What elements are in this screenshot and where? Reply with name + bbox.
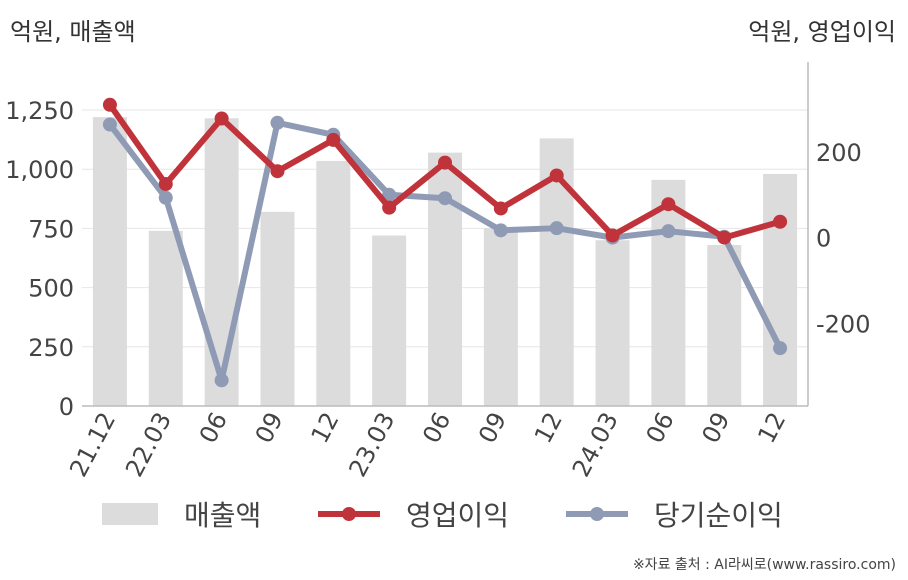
- bar-layer: [92, 117, 798, 407]
- bar-revenue: [92, 117, 127, 406]
- y-left-tick-label: 500: [28, 275, 74, 303]
- bar-revenue: [707, 244, 742, 406]
- point-net-income: [214, 373, 229, 388]
- point-operating-profit: [661, 197, 676, 212]
- point-net-income: [773, 341, 788, 356]
- legend-swatch-revenue: [102, 503, 158, 525]
- x-tick-label: 09: [250, 408, 289, 448]
- bar-revenue: [260, 211, 295, 406]
- x-tick-label: 24.03: [567, 408, 624, 482]
- point-net-income: [661, 224, 676, 239]
- legend-item-net-income: 당기순이익: [566, 492, 783, 536]
- point-operating-profit: [326, 132, 341, 147]
- point-net-income: [102, 117, 117, 132]
- axis-layer: [82, 62, 809, 407]
- point-operating-profit: [493, 201, 508, 216]
- bar-revenue: [595, 240, 630, 406]
- x-tick-label: 09: [696, 408, 735, 448]
- point-operating-profit: [438, 155, 452, 170]
- legend-label-operating-profit: 영업이익: [406, 499, 510, 532]
- bar-revenue: [148, 230, 183, 406]
- line-layer: [102, 97, 788, 388]
- point-net-income: [270, 115, 285, 130]
- point-net-income: [549, 221, 564, 236]
- legend-label-revenue: 매출액: [184, 499, 262, 532]
- y-right-tick-label: -200: [816, 310, 870, 338]
- left-axis-unit: 억원, 매출액: [10, 18, 136, 46]
- x-tick-label: 12: [752, 408, 791, 448]
- legend-swatch-operating-profit: [318, 503, 380, 525]
- bar-revenue: [428, 152, 462, 406]
- x-tick-label: 06: [194, 408, 233, 448]
- x-tick-label: 06: [641, 408, 680, 448]
- point-operating-profit: [158, 177, 173, 192]
- point-net-income: [158, 190, 173, 205]
- y-left-tick-label: 250: [28, 334, 74, 362]
- y-left-tick-label: 1,250: [5, 97, 74, 125]
- y-right-tick-label: 0: [816, 225, 831, 253]
- bar-revenue: [316, 160, 351, 406]
- legend: 매출액 영업이익 당기순이익: [0, 492, 908, 536]
- x-tick-label: 12: [529, 408, 568, 448]
- point-net-income: [493, 223, 508, 238]
- point-operating-profit: [773, 214, 788, 229]
- x-tick-label: 22.03: [120, 408, 177, 482]
- point-operating-profit: [270, 164, 285, 179]
- y-left-tick-label: 750: [28, 215, 74, 243]
- source-note: ※자료 출처 : AI라씨로(www.rassiro.com): [632, 557, 896, 573]
- bar-revenue: [763, 173, 798, 406]
- point-operating-profit: [717, 230, 732, 245]
- point-operating-profit: [382, 200, 397, 215]
- bar-revenue: [372, 235, 407, 406]
- point-net-income: [438, 191, 452, 206]
- legend-item-operating-profit: 영업이익: [318, 492, 509, 536]
- x-tick-label: 09: [473, 408, 512, 448]
- x-tick-label: 12: [306, 408, 345, 448]
- point-operating-profit: [102, 97, 117, 112]
- legend-label-net-income: 당기순이익: [654, 499, 783, 532]
- y-right-tick-label: 200: [816, 139, 862, 167]
- legend-item-revenue: 매출액: [102, 492, 261, 536]
- legend-swatch-net-income: [566, 503, 628, 525]
- point-net-income: [382, 187, 397, 202]
- right-axis-unit: 억원, 영업이익: [748, 18, 896, 46]
- point-operating-profit: [605, 228, 620, 243]
- point-operating-profit: [214, 111, 229, 126]
- point-operating-profit: [549, 168, 564, 183]
- y-left-tick-label: 1,000: [5, 156, 74, 184]
- y-left-tick-label: 0: [59, 393, 74, 421]
- x-tick-label: 23.03: [343, 408, 400, 482]
- bar-revenue: [651, 179, 686, 406]
- bar-revenue: [204, 118, 239, 407]
- bar-revenue: [483, 228, 518, 406]
- x-tick-label: 06: [417, 408, 456, 448]
